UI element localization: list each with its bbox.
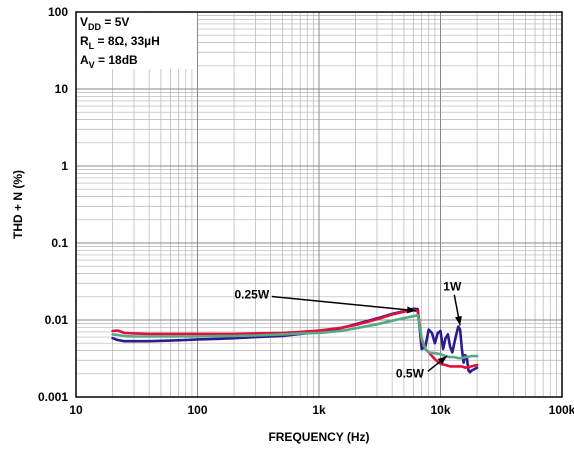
rl-main: R	[80, 34, 89, 48]
x-tick-labels: 10 100 1k 10k 100k	[69, 403, 574, 417]
y-tick-labels: 0.001 0.01 0.1 1 10 100	[38, 5, 68, 404]
series-line-1W	[111, 307, 479, 374]
x-tick-label: 10	[69, 403, 83, 417]
av-rest: = 18dB	[95, 53, 138, 67]
series-line-0_25W	[111, 308, 479, 369]
y-tick-label: 1	[61, 159, 68, 173]
av-sub: V	[89, 60, 95, 70]
x-axis-title: FREQUENCY (Hz)	[268, 430, 369, 444]
conditions-box: VDD = 5V RL = 8Ω, 33µH AV = 18dB	[77, 13, 197, 70]
y-tick-label: 0.001	[38, 390, 68, 404]
annotation-label: 1W	[443, 280, 462, 294]
x-tick-label: 100	[187, 403, 207, 417]
x-tick-label: 100k	[549, 403, 574, 417]
annotation-label: 0.5W	[396, 366, 425, 380]
annotation-label: 0.25W	[234, 288, 269, 302]
rl-sub: L	[89, 41, 95, 51]
av-main: A	[80, 53, 89, 67]
y-axis-title: THD + N (%)	[11, 170, 25, 239]
y-tick-label: 0.01	[45, 313, 69, 327]
series-layer	[111, 307, 479, 374]
annotation-arrowhead	[406, 306, 417, 314]
y-tick-label: 0.1	[51, 236, 68, 250]
vdd-main: V	[80, 15, 88, 29]
x-tick-label: 1k	[312, 403, 326, 417]
vdd-rest: = 5V	[101, 15, 129, 29]
series-line-0_5W	[111, 314, 479, 360]
condition-av: AV = 18dB	[80, 53, 138, 70]
annotation-arrow-line	[271, 295, 417, 312]
condition-vdd: VDD = 5V	[80, 15, 129, 32]
y-tick-label: 10	[55, 82, 69, 96]
y-tick-label: 100	[48, 5, 68, 19]
annotation-arrowhead	[437, 356, 447, 365]
annotation-layer: 0.25W 1W 0.5W	[234, 280, 461, 381]
plot-frame	[75, 11, 563, 398]
x-tick-label: 10k	[430, 403, 450, 417]
rl-rest: = 8Ω, 33µH	[94, 34, 160, 48]
annotation-arrowhead	[454, 315, 462, 326]
vdd-sub: DD	[88, 22, 101, 32]
condition-rl: RL = 8Ω, 33µH	[80, 34, 160, 51]
